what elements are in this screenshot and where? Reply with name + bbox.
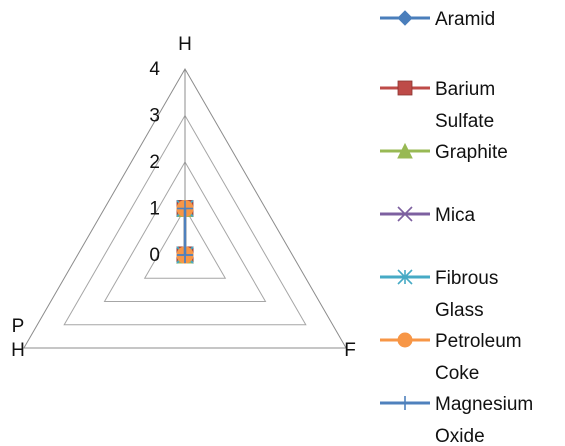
legend-label: Graphite (435, 142, 508, 163)
legend-marker (398, 396, 412, 410)
grid-ring-3 (63, 114, 307, 326)
legend-marker (397, 269, 413, 285)
tick-label: 3 (149, 106, 160, 127)
legend-label: Aramid (435, 9, 495, 30)
tick-label: 2 (149, 152, 160, 173)
legend-marker (397, 80, 413, 96)
grid-ring-4 (23, 68, 347, 349)
data-point (177, 247, 193, 263)
legend-entry: Barium Sulfate (380, 79, 495, 132)
legend-label: Mica (435, 205, 476, 226)
tick-label: 0 (149, 245, 160, 266)
legend-label: Fibrous Glass (435, 268, 498, 321)
legend-marker (397, 332, 413, 348)
legend-entry: Aramid (380, 9, 495, 30)
legend-label: Barium Sulfate (435, 79, 495, 132)
legend-marker (397, 142, 413, 159)
legend-entry: Magnesium Oxide (380, 394, 533, 446)
grid-ring-2 (103, 160, 267, 302)
series-6 (177, 200, 193, 263)
legend-entry: Petroleum Coke (380, 331, 522, 384)
legend-entry: Mica (380, 205, 476, 226)
legend-label: Magnesium Oxide (435, 394, 533, 446)
legend-marker (397, 10, 413, 26)
legend-label: Petroleum Coke (435, 331, 522, 384)
legend-entry: Fibrous Glass (380, 268, 498, 321)
legend-entry: Graphite (380, 142, 508, 163)
tick-label: 1 (149, 199, 160, 220)
data-point (177, 200, 193, 217)
tick-label: 4 (149, 59, 160, 80)
axis-label: F (344, 340, 356, 361)
grid-ring-1 (143, 207, 227, 279)
legend-marker (397, 206, 413, 222)
axis-label: H (178, 34, 192, 55)
